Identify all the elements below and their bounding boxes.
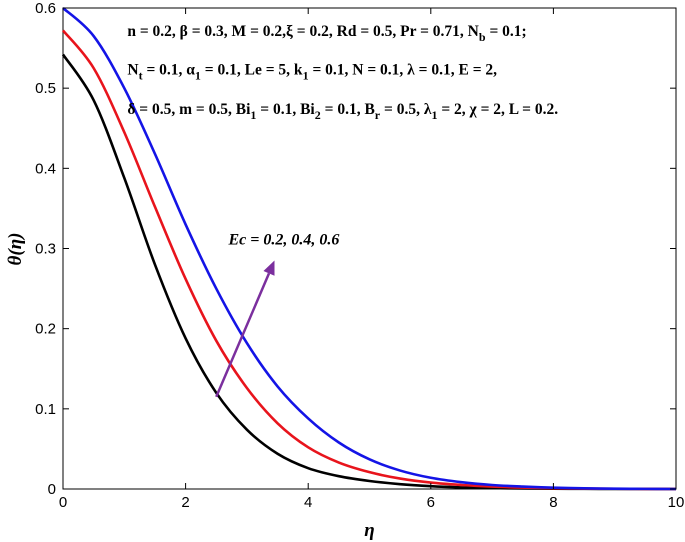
y-tick-label: 0 [48,481,56,498]
y-tick-label: 0.2 [35,321,56,338]
plot-area-frame [62,7,677,490]
parameter-text-block: n = 0.2, β = 0.3, M = 0.2,ξ = 0.2, Rd = … [127,23,558,122]
y-tick-label: 0.6 [35,0,56,17]
parameter-line-2: Nt​ = 0.1, α1​ = 0.1, Le = 5, k1​ = 0.1,… [127,62,497,83]
ec-annotation-label: Ec = 0.2, 0.4, 0.6 [228,231,340,248]
x-ticks: 0 2 4 6 8 10 [59,8,685,511]
x-tick-label: 6 [427,494,435,511]
ec-annotation: Ec = 0.2, 0.4, 0.6 [215,231,340,398]
x-tick-label: 4 [304,494,312,511]
x-tick-label: 2 [181,494,189,511]
y-tick-label: 0.3 [35,241,56,258]
x-axis-title: η [364,520,374,541]
parameter-line-1: n = 0.2, β = 0.3, M = 0.2,ξ = 0.2, Rd = … [127,23,526,44]
x-tick-label: 10 [668,494,685,511]
series-line-1 [61,53,677,491]
y-tick-label: 0.4 [35,160,56,177]
series-line-3 [62,7,677,491]
y-tick-label: 0.1 [35,401,56,418]
series-line-2 [61,29,677,491]
parameter-line-3: δ = 0.5, m = 0.5, Bi1​ = 0.1, Bi2​ = 0.1… [127,101,558,122]
y-axis-title: θ(η) [5,233,26,266]
curves-layer [61,7,677,491]
ec-arrow-head [263,260,275,276]
y-tick-label: 0.5 [35,80,56,97]
x-tick-label: 8 [549,494,557,511]
ec-arrow-shaft [215,272,271,398]
y-ticks: 0 0.1 0.2 0.3 0.4 0.5 0.6 [35,0,676,498]
x-tick-label: 0 [59,494,67,511]
